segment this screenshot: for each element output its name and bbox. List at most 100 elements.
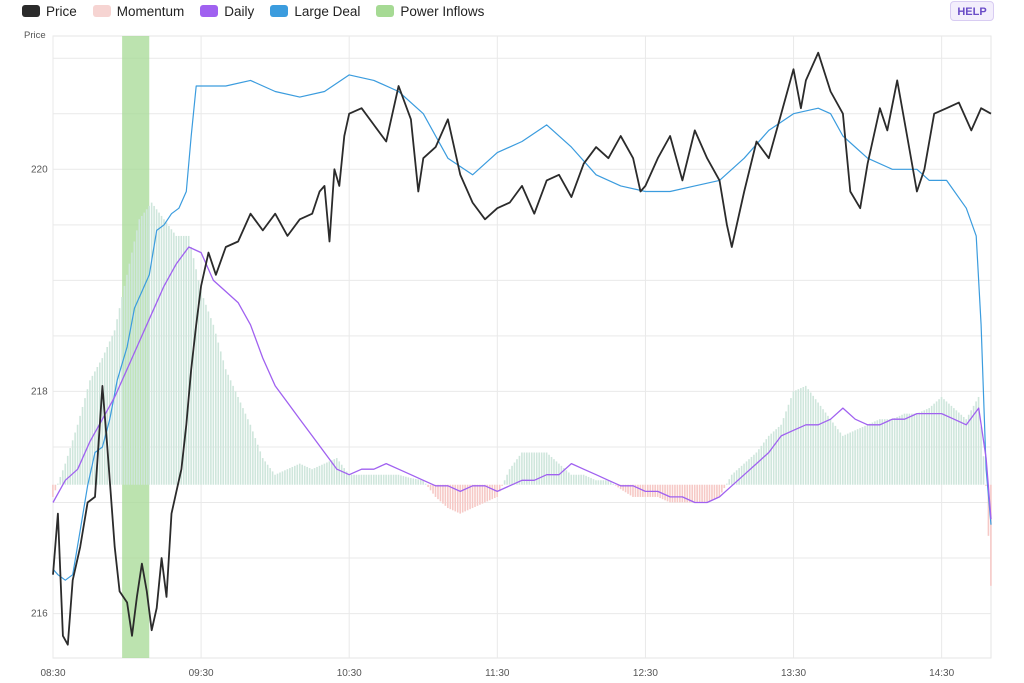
momentum-bar [738, 468, 740, 485]
momentum-bar [856, 429, 859, 485]
momentum-bar [513, 462, 516, 485]
momentum-bar [622, 484, 624, 491]
momentum-bar [572, 474, 575, 485]
momentum-bar [414, 478, 417, 485]
momentum-bar [390, 474, 392, 485]
momentum-bar [360, 474, 363, 485]
momentum-bar [133, 241, 136, 485]
momentum-bar [219, 351, 222, 485]
momentum-bar [454, 484, 457, 512]
legend-item-daily[interactable]: Daily [200, 4, 254, 19]
momentum-bar [809, 392, 812, 485]
momentum-bar [451, 484, 454, 511]
momentum-bar [274, 474, 276, 485]
momentum-bar [851, 431, 854, 485]
momentum-bar [493, 484, 496, 499]
momentum-bar [987, 484, 990, 536]
momentum-bar [911, 413, 913, 485]
legend: Price Momentum Daily Large Deal Power In… [22, 2, 500, 20]
momentum-bar [607, 480, 610, 485]
momentum-bar [476, 484, 479, 506]
momentum-bar [528, 452, 531, 485]
legend-item-power-inflows[interactable]: Power Inflows [376, 4, 484, 19]
momentum-bar [333, 459, 336, 485]
momentum-bar [484, 484, 486, 503]
momentum-bar [439, 484, 442, 502]
momentum-bar [392, 474, 395, 485]
momentum-bar [634, 484, 637, 497]
momentum-bar [291, 466, 294, 485]
momentum-bar [918, 412, 921, 485]
momentum-bar [244, 413, 247, 485]
momentum-bar [96, 366, 99, 485]
legend-swatch-daily [200, 5, 219, 17]
momentum-bar [348, 474, 350, 485]
momentum-bar [385, 474, 387, 485]
momentum-bar [575, 474, 578, 485]
momentum-bar [819, 405, 822, 485]
momentum-bar [681, 484, 684, 503]
momentum-bar [91, 375, 94, 485]
momentum-bar [79, 415, 81, 485]
momentum-bar [313, 468, 316, 485]
momentum-bar [883, 419, 886, 485]
momentum-bar [207, 311, 210, 485]
momentum-bar [696, 484, 698, 503]
momentum-bar [138, 219, 141, 485]
momentum-bar [276, 473, 279, 485]
momentum-bar [874, 421, 876, 485]
momentum-bar [343, 468, 345, 485]
momentum-bar [568, 472, 570, 485]
momentum-bar [111, 335, 113, 485]
momentum-bar [908, 413, 911, 485]
momentum-bar [160, 215, 163, 485]
momentum-bar [466, 484, 469, 511]
momentum-bar [175, 235, 178, 485]
momentum-bar [523, 452, 526, 485]
momentum-bar [605, 480, 607, 485]
momentum-bar [730, 474, 733, 485]
help-button[interactable]: HELP [950, 1, 994, 21]
momentum-bar [580, 474, 582, 485]
momentum-bar [565, 470, 568, 485]
momentum-bar [205, 304, 207, 485]
momentum-bar [684, 484, 686, 503]
x-tick-label: 08:30 [40, 668, 65, 679]
momentum-bar [197, 280, 200, 485]
momentum-bar [405, 476, 407, 485]
legend-label-power-inflows: Power Inflows [400, 3, 485, 19]
momentum-bar [748, 459, 750, 485]
momentum-bar [832, 422, 834, 485]
legend-item-large-deal[interactable]: Large Deal [270, 4, 360, 19]
momentum-bar [222, 360, 225, 485]
y-tick-label: 218 [31, 386, 48, 397]
y-tick-label: 216 [31, 609, 48, 620]
momentum-bar [923, 410, 926, 485]
momentum-bar [750, 456, 753, 485]
momentum-bar [970, 410, 972, 485]
momentum-bar [511, 465, 513, 485]
momentum-bar [368, 474, 370, 485]
legend-item-momentum[interactable]: Momentum [92, 3, 185, 19]
momentum-bar [619, 484, 622, 490]
momentum-bar [612, 483, 615, 485]
legend-label-large-deal: Large Deal [294, 3, 361, 19]
momentum-bar [543, 452, 545, 485]
momentum-bar [249, 424, 252, 485]
momentum-bar [723, 484, 726, 489]
momentum-bar [279, 472, 281, 485]
momentum-bar [108, 341, 111, 485]
momentum-bar [597, 480, 600, 485]
momentum-bar [933, 403, 935, 485]
momentum-bar [424, 483, 427, 485]
momentum-bar [81, 406, 84, 485]
x-tick-label: 14:30 [929, 668, 954, 679]
momentum-bar [118, 308, 121, 485]
momentum-bar [785, 411, 787, 485]
legend-item-price[interactable]: Price [22, 4, 77, 19]
momentum-bar [733, 472, 735, 485]
momentum-bar [498, 484, 501, 492]
momentum-bar [355, 474, 358, 485]
legend-label-momentum: Momentum [116, 3, 185, 19]
momentum-bar [365, 474, 368, 485]
